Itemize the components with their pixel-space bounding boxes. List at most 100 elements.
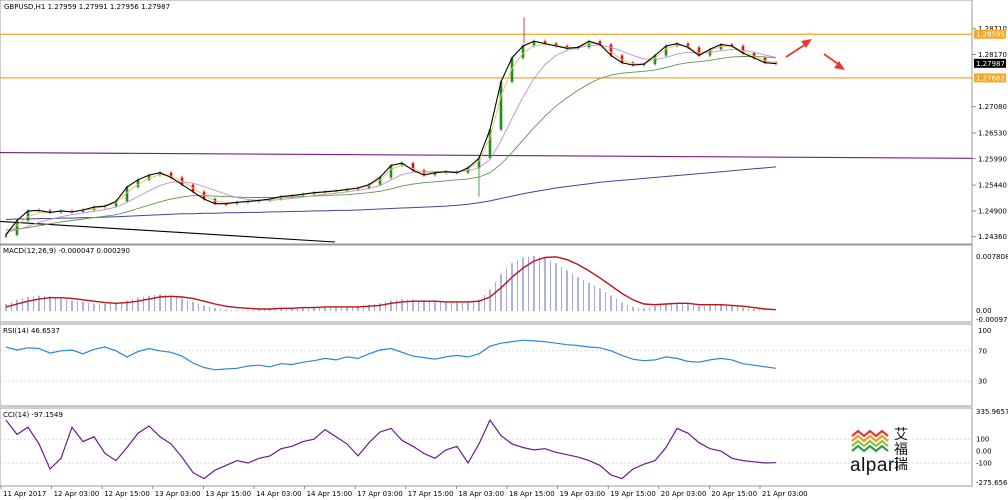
price-tick-label: 1.25990 <box>978 155 1007 163</box>
candle-body <box>235 202 239 204</box>
x-tick-label: 17 Apr 03:00 <box>357 490 403 498</box>
candle-body <box>125 187 129 202</box>
x-tick-label: 18 Apr 15:00 <box>509 490 555 498</box>
rsi-panel <box>0 323 973 407</box>
cci-panel <box>0 407 973 487</box>
candle-body <box>521 45 525 58</box>
alpari-logo-char-2: 福 <box>894 442 908 458</box>
candle-body <box>664 45 668 56</box>
current-price-tag-text: 1.27987 <box>976 60 1005 68</box>
price-tick-label: 1.27080 <box>978 103 1007 111</box>
cci-panel-title: CCI(14) -97.1549 <box>3 411 63 419</box>
candle-body <box>686 43 690 48</box>
candle-body <box>543 41 547 44</box>
candle-body <box>169 172 173 178</box>
candle-body <box>400 163 404 166</box>
alpari-logo-mark <box>851 429 889 453</box>
forecast-arrow-down-head <box>834 61 845 70</box>
alpari-logo-char-3: 瑞 <box>894 457 908 473</box>
candle-body <box>367 184 371 188</box>
ma-fast-line <box>5 42 777 236</box>
lower-level-price-tag: 1.27682 <box>974 73 1006 83</box>
rsi-tick-label: 30 <box>978 378 987 386</box>
candle-body <box>136 179 140 188</box>
rsi-tick-label: 70 <box>978 347 987 355</box>
candle-body <box>4 234 8 237</box>
price-tick-label: 1.26530 <box>978 129 1007 137</box>
forecast-arrow-down-shaft <box>823 53 839 65</box>
rsi-series-layer <box>0 339 972 382</box>
candle-body <box>620 55 624 63</box>
candle-body <box>730 44 734 46</box>
lower-level-price-tag-text: 1.27682 <box>976 74 1005 82</box>
x-tick-label: 18 Apr 03:00 <box>458 490 504 498</box>
x-tick-label: 14 Apr 15:00 <box>307 490 353 498</box>
candle-body <box>609 44 613 56</box>
candle-body <box>763 57 767 63</box>
price-tick-label: 1.28710 <box>978 25 1007 33</box>
candle-body <box>587 41 591 48</box>
x-tick-label: 20 Apr 15:00 <box>711 490 757 498</box>
current-price-tag: 1.27987 <box>974 58 1006 68</box>
forecast-arrow-down <box>823 53 845 70</box>
axis-labels-layer: 1.28710 1.28170 1.27080 1.26530 1.25990 1.254… <box>0 25 1008 498</box>
x-tick-label: 19 Apr 03:00 <box>560 490 606 498</box>
ma-long-line <box>5 166 777 220</box>
candle-body <box>411 163 415 171</box>
candle-body <box>510 57 514 82</box>
candle-body <box>158 172 162 176</box>
cci-tick-label: -100 <box>976 460 992 468</box>
price-tick-label: 1.28170 <box>978 51 1007 59</box>
macd-series-layer <box>5 256 777 312</box>
x-tick-label: 11 Apr 2017 <box>3 490 46 498</box>
x-tick-label: 12 Apr 03:00 <box>54 490 100 498</box>
channel-line <box>0 151 973 159</box>
x-tick-label: 19 Apr 15:00 <box>610 490 656 498</box>
candle-body <box>532 41 536 46</box>
candle-body <box>697 47 701 56</box>
trend-line <box>0 220 336 243</box>
macd-tick-label: 0.00 <box>976 307 992 315</box>
macd-panel-title: MACD(12,26,9) -0.000047 0.000290 <box>3 247 130 255</box>
macd-tick-label: -0.000979 <box>976 316 1008 324</box>
x-tick-label: 13 Apr 03:00 <box>155 490 201 498</box>
price-panel-title: GBPUSD,H1 1.27959 1.27991 1.27956 1.2798… <box>4 3 170 11</box>
price-close-line <box>5 40 777 236</box>
rsi-panel-title: RSI(14) 46.6537 <box>3 327 60 335</box>
rsi-tick-label: 100 <box>978 327 991 335</box>
lower-level-price-tag-bg <box>974 73 1006 83</box>
x-tick-label: 21 Apr 03:00 <box>762 490 808 498</box>
price-tick-label: 1.24900 <box>978 207 1007 215</box>
upper-level-price-tag-bg <box>974 29 1006 39</box>
macd-tick-label: 0.007808 <box>976 253 1008 261</box>
candle-body <box>147 175 151 180</box>
x-tick-label: 13 Apr 15:00 <box>205 490 251 498</box>
macd-panel <box>0 244 973 323</box>
candle-body <box>15 220 19 235</box>
price-tick-label: 1.24360 <box>978 233 1007 241</box>
alpari-logo-text: alpari <box>850 455 900 476</box>
rsi-line <box>5 339 777 371</box>
cci-series-layer <box>0 418 972 480</box>
candle-body <box>488 129 492 159</box>
candle-body <box>554 43 558 46</box>
cci-tick-label: 0.00 <box>976 448 992 456</box>
candle-body <box>26 210 30 221</box>
candle-body <box>114 201 118 207</box>
candle-body <box>499 81 503 130</box>
price-tick-label: 1.25440 <box>978 182 1007 190</box>
macd-signal-line <box>5 256 777 311</box>
upper-level-price-tag: 1.28595 <box>974 29 1006 39</box>
candle-body <box>741 45 745 54</box>
forecast-arrow-up-shaft <box>785 43 807 58</box>
cci-tick-label: -275.6569 <box>976 479 1008 487</box>
price-panel <box>0 0 973 245</box>
candle-body <box>466 167 470 173</box>
x-tick-label: 12 Apr 15:00 <box>104 490 150 498</box>
x-tick-label: 20 Apr 03:00 <box>661 490 707 498</box>
candle-body <box>598 41 602 45</box>
ma-mid-line <box>5 44 777 233</box>
alpari-logo: alpari 艾 福 瑞 <box>850 428 970 478</box>
cci-line <box>5 418 777 480</box>
